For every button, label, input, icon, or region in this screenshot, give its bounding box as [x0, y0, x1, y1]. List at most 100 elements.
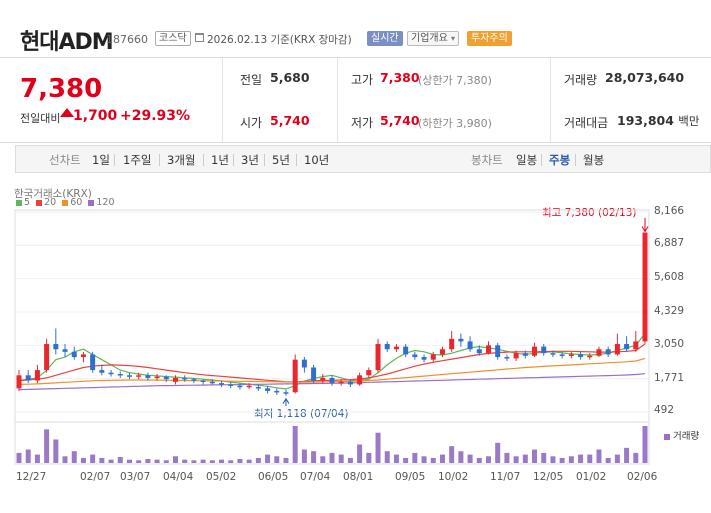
volume-bar	[209, 460, 215, 463]
candle-body	[375, 344, 381, 371]
volume-bar	[53, 439, 59, 463]
candle-body	[274, 390, 280, 393]
open-label: 시가	[240, 116, 263, 130]
candle-weekly[interactable]: 주봉	[549, 153, 571, 167]
open-value: 5,740	[270, 113, 310, 128]
volume-bar	[375, 432, 381, 463]
lower-limit: (하한가 3,980)	[418, 117, 492, 130]
low-label: 저가	[351, 116, 374, 130]
volume-bar	[421, 456, 427, 463]
volume-bar	[320, 456, 326, 463]
candle-chart-label: 봉차트	[471, 153, 503, 167]
volume-bar	[486, 456, 491, 463]
up-arrow-icon	[60, 108, 74, 117]
candle-body	[283, 392, 289, 394]
x-tick: 02/06	[627, 471, 658, 483]
company-info-dropdown[interactable]: 기업개요 ▾	[407, 31, 460, 46]
candle-body	[209, 381, 215, 384]
volume-bar	[504, 452, 510, 463]
candle-body	[403, 346, 409, 355]
max-arrow-head	[641, 226, 649, 233]
period-1w[interactable]: 1주일	[123, 153, 152, 167]
volume-bar	[265, 454, 271, 463]
change-percent: +29.93%	[120, 108, 191, 124]
period-3m[interactable]: 3개월	[167, 153, 196, 167]
candle-body	[99, 370, 105, 373]
volume-value: 28,073,640	[605, 70, 685, 85]
separator	[114, 154, 115, 166]
candle-body	[338, 381, 344, 384]
date-basis: 2026.02.13 기준(KRX 장마감)	[207, 34, 352, 46]
volume-bar	[495, 442, 501, 463]
high-value: 7,380	[380, 70, 420, 85]
realtime-tag[interactable]: 실시간	[367, 31, 403, 46]
max-price-label: 최고 7,380 (02/13)	[542, 207, 637, 219]
change-label: 전일대비	[20, 112, 61, 125]
divider	[550, 58, 551, 143]
candle-body	[366, 370, 372, 376]
volume-bar	[614, 454, 620, 463]
volume-bar	[283, 457, 289, 463]
candle-body	[329, 377, 335, 384]
volume-bar	[237, 458, 243, 463]
candle-body	[559, 354, 565, 356]
volume-bar	[550, 456, 556, 463]
volume-bar	[393, 454, 399, 463]
y-tick: 5,608	[654, 271, 685, 283]
x-tick: 03/07	[120, 471, 151, 483]
candle-body	[191, 379, 197, 381]
price-summary: 7,380 전일대비 1,700 +29.93% 전일 5,680 시가 5,7…	[0, 58, 711, 143]
legend-ma20: 20	[36, 197, 56, 208]
candle-body	[458, 338, 464, 342]
candle-body	[347, 381, 353, 385]
candle-body	[44, 344, 50, 371]
volume-bar	[274, 456, 280, 463]
legend-ma120: 120	[88, 197, 115, 208]
period-3y[interactable]: 3년	[241, 153, 259, 167]
volume-bar	[228, 460, 234, 463]
stock-code: 187660	[106, 33, 148, 46]
volume-bar	[117, 456, 123, 463]
ma-legend: 5 20 60 120	[16, 197, 115, 208]
x-tick: 08/01	[343, 471, 374, 483]
x-tick: 01/02	[576, 471, 607, 483]
period-1d[interactable]: 1일	[92, 153, 110, 167]
candle-body	[200, 380, 206, 383]
volume-bar	[476, 457, 482, 463]
candle-body	[145, 375, 151, 378]
investment-warning-badge: 투자주의	[467, 31, 512, 46]
volume-bar	[532, 449, 538, 463]
divider	[222, 58, 223, 143]
period-5y[interactable]: 5년	[272, 153, 290, 167]
prev-close-label: 전일	[240, 73, 263, 87]
price-plot-frame	[14, 209, 650, 423]
candle-body	[495, 345, 501, 358]
volume-bar	[605, 457, 611, 463]
volume-bar	[449, 446, 455, 463]
volume-bar	[624, 447, 630, 463]
candle-body	[90, 354, 96, 371]
separator	[296, 154, 297, 166]
y-tick: 8,166	[654, 205, 685, 217]
candle-monthly[interactable]: 월봉	[583, 153, 605, 167]
volume-bar	[403, 457, 409, 463]
volume-bar	[173, 456, 178, 463]
separator	[233, 154, 234, 166]
candle-body	[449, 338, 455, 350]
volume-bar	[80, 457, 86, 463]
volume-bar	[34, 454, 40, 463]
candle-body	[550, 353, 556, 355]
separator	[203, 154, 204, 166]
legend-ma5: 5	[16, 197, 30, 208]
candle-body	[642, 232, 648, 342]
volume-bar	[246, 459, 252, 463]
volume-bar	[366, 452, 372, 463]
period-10y[interactable]: 10년	[304, 153, 330, 167]
volume-bar	[99, 457, 105, 463]
candle-daily[interactable]: 일봉	[516, 153, 538, 167]
candle-body	[255, 387, 261, 389]
volume-bar	[136, 460, 142, 463]
period-1y[interactable]: 1년	[211, 153, 229, 167]
candle-body	[62, 349, 68, 352]
volume-bar	[108, 459, 114, 463]
